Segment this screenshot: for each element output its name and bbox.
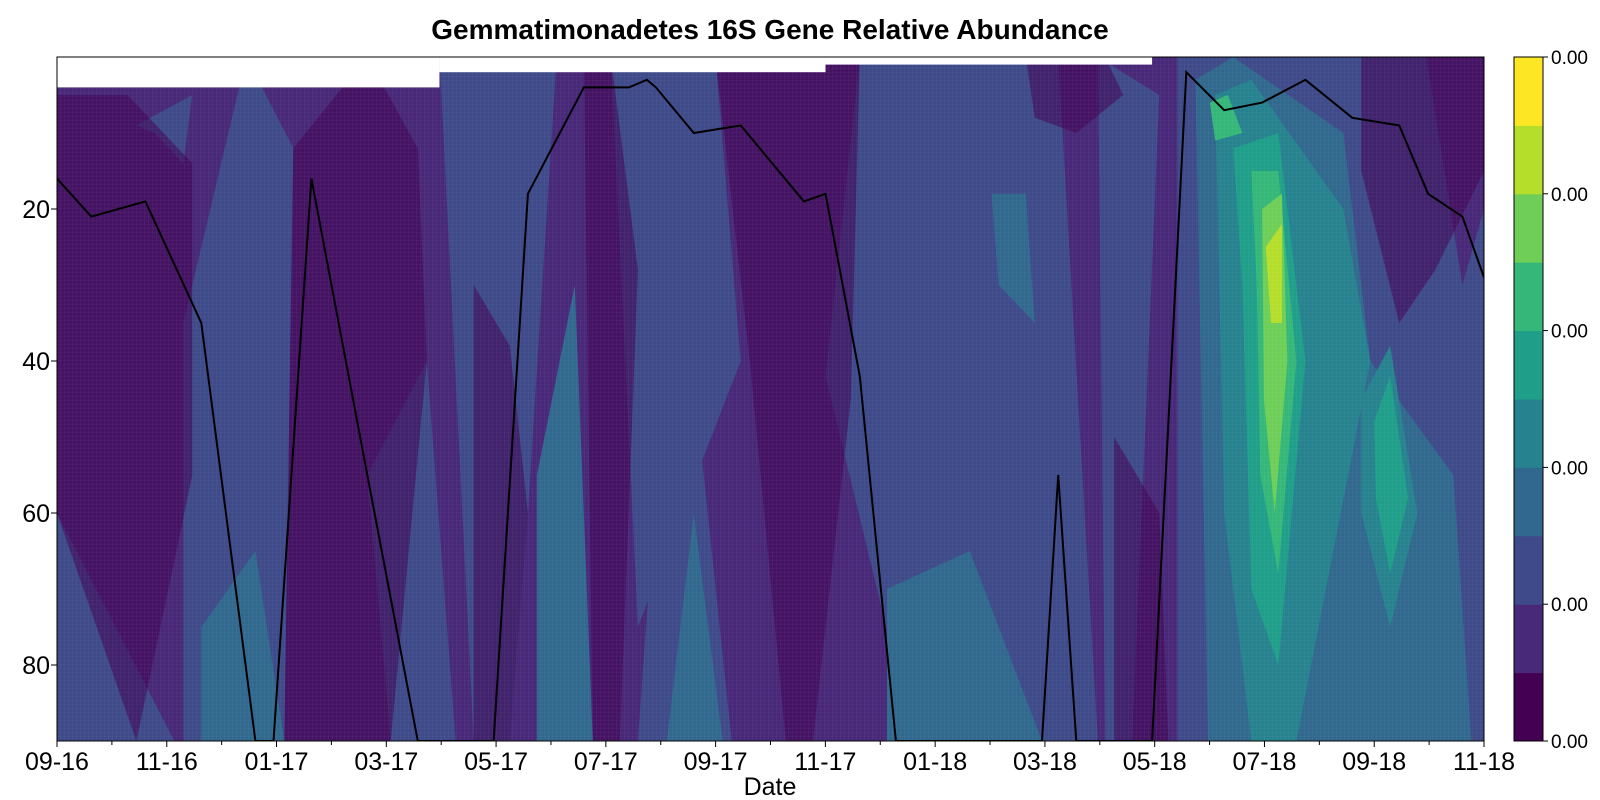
colorbar-swatch: [1514, 57, 1543, 126]
x-tick-label: 03-18: [1013, 748, 1077, 776]
x-tick-label: 07-17: [574, 748, 638, 776]
colorbar-frame: [1513, 56, 1544, 742]
x-tick-label: 03-17: [354, 748, 418, 776]
y-tick-label: 20: [22, 196, 50, 224]
x-tick-label: 09-17: [684, 748, 748, 776]
x-tick-label: 01-17: [245, 748, 309, 776]
x-tick-label: 11-17: [794, 748, 856, 776]
colorbar-tick-label: 0.00: [1551, 322, 1588, 343]
colorbar-tick-label: 0.00: [1551, 48, 1588, 69]
colorbar-swatch: [1514, 125, 1543, 195]
depth-mask-segment: [825, 57, 1153, 65]
chart-title: Gemmatimonadetes 16S Gene Relative Abund…: [431, 14, 1108, 45]
plot-area: [57, 57, 1484, 741]
depth-mask: [57, 57, 1153, 88]
x-axis: 09-16 11-16 01-17 03-17 05-17 07-17 09-17 11-17…: [25, 741, 1515, 776]
x-tick-label: 05-18: [1123, 748, 1187, 776]
mixed-layer-line: [57, 69, 1484, 741]
x-axis-label: Date: [744, 773, 797, 800]
colorbar-tick-label: 0.00: [1551, 595, 1588, 616]
colorbar: 0.00 0.00 0.00 0.00 0.00 0.00: [1513, 48, 1588, 753]
x-tick-label: 09-18: [1342, 748, 1406, 776]
colorbar-swatch: [1514, 467, 1543, 537]
colorbar-swatch: [1514, 193, 1543, 263]
y-tick-label: 60: [22, 500, 50, 528]
colorbar-tick-label: 0.00: [1551, 732, 1588, 753]
y-tick-label: 80: [22, 652, 50, 680]
depth-mask-segment: [57, 57, 440, 88]
y-axis: 20 40 60 80: [22, 196, 57, 680]
colorbar-swatch: [1514, 604, 1543, 674]
x-tick-label: 09-16: [25, 748, 89, 776]
x-tick-label: 11-16: [136, 748, 198, 776]
x-tick-label: 05-17: [464, 748, 528, 776]
y-tick-label: 40: [22, 348, 50, 376]
colorbar-swatch: [1514, 330, 1543, 400]
colorbar-swatch: [1514, 262, 1543, 332]
texture-overlay: [57, 57, 1484, 741]
colorbar-tick-label: 0.00: [1551, 185, 1588, 206]
depth-mask-segment: [439, 57, 826, 73]
x-tick-label: 07-18: [1232, 748, 1296, 776]
x-tick-label: 01-18: [903, 748, 967, 776]
colorbar-swatch: [1514, 672, 1543, 742]
colorbar-swatch: [1514, 535, 1543, 605]
colorbar-tick-label: 0.00: [1551, 458, 1588, 479]
colorbar-swatch: [1514, 399, 1543, 468]
x-tick-label: 11-18: [1453, 748, 1515, 776]
